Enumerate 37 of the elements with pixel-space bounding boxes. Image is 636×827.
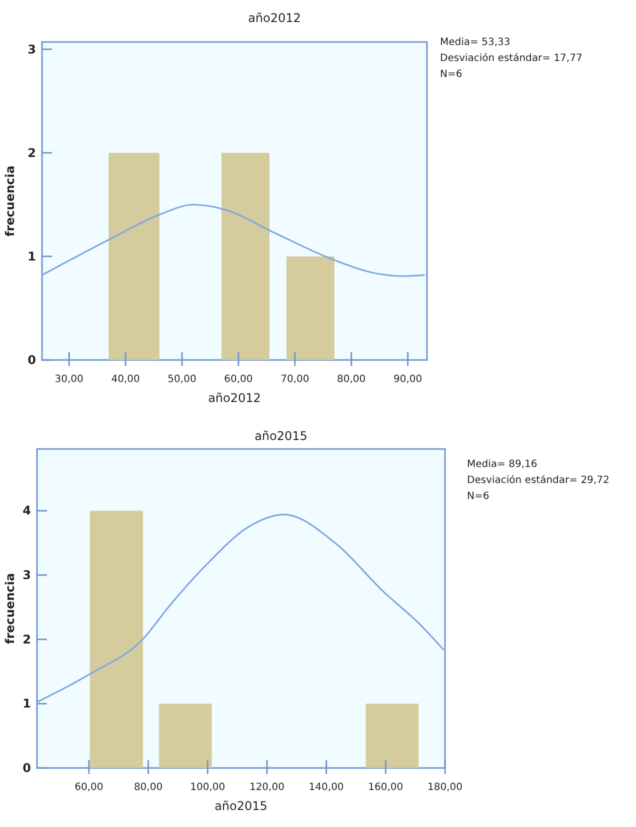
x-tick-label: 60,00 bbox=[224, 374, 253, 385]
text: N=6 bbox=[440, 69, 462, 80]
y-tick-label: 4 bbox=[22, 504, 31, 518]
x-tick-label: 50,00 bbox=[168, 374, 196, 385]
y-tick-label: 1 bbox=[22, 696, 31, 711]
x-tick-label: 70,00 bbox=[280, 374, 310, 385]
text: Media= 53,33 bbox=[440, 37, 510, 48]
x-tick-label: 90,00 bbox=[393, 374, 422, 385]
y-tick-label: 1 bbox=[28, 249, 36, 264]
x-axis-title: año2012 bbox=[208, 391, 261, 405]
x-tick-label: 160,00 bbox=[368, 782, 404, 793]
x-tick-label: 80,00 bbox=[134, 782, 163, 793]
x-axis-title: año2015 bbox=[214, 799, 268, 813]
y-axis-title: frecuencia bbox=[3, 166, 17, 236]
text: Desviación estándar= 17,77 bbox=[440, 53, 582, 64]
line-series bbox=[37, 514, 444, 703]
text: Media= 89,16 bbox=[467, 459, 538, 470]
x-tick-label: 140,00 bbox=[308, 782, 344, 793]
y-tick-label: 0 bbox=[28, 353, 36, 367]
x-tick-label: 120,00 bbox=[249, 782, 284, 793]
y-tick-label: 3 bbox=[28, 42, 36, 56]
y-tick-label: 3 bbox=[22, 568, 31, 582]
x-tick-label: 80,00 bbox=[337, 374, 366, 385]
x-tick-label: 60,00 bbox=[74, 782, 104, 793]
line-series bbox=[41, 204, 426, 277]
x-tick-label: 100,00 bbox=[190, 782, 226, 793]
chart-title: año2015 bbox=[254, 429, 308, 443]
text: Desviación estándar= 29,72 bbox=[467, 475, 610, 486]
y-tick-label: 2 bbox=[28, 146, 36, 160]
x-tick-label: 180,00 bbox=[428, 782, 462, 793]
y-axis-title: frecuencia bbox=[3, 573, 17, 644]
y-tick-label: 2 bbox=[22, 632, 31, 646]
text: N=6 bbox=[467, 491, 490, 502]
chart-title: año2012 bbox=[248, 11, 301, 25]
y-tick-label: 0 bbox=[22, 761, 31, 775]
x-tick-label: 30,00 bbox=[54, 374, 84, 385]
x-tick-label: 40,00 bbox=[111, 374, 140, 385]
